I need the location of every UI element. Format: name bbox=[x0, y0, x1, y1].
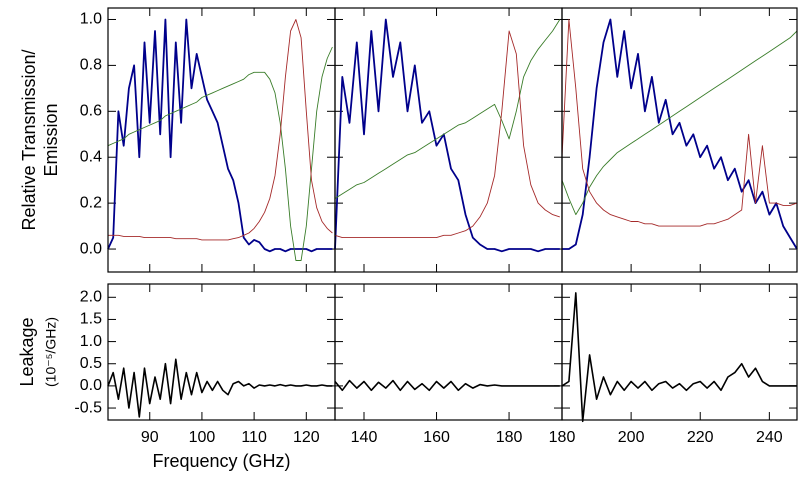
y-axis-label: Relative Transmission/ bbox=[19, 49, 39, 230]
series-line bbox=[107, 18, 333, 253]
series-line bbox=[334, 18, 560, 253]
series-line bbox=[334, 30, 560, 239]
y-tick-label: 0.6 bbox=[80, 103, 102, 120]
x-tick-label: 180 bbox=[549, 429, 576, 446]
panel-frame bbox=[561, 283, 798, 421]
y-tick-label: 0.2 bbox=[80, 194, 102, 211]
y-axis-label: Leakage bbox=[17, 317, 37, 386]
y-tick-label: 0.8 bbox=[80, 57, 102, 74]
x-tick-label: 180 bbox=[496, 429, 523, 446]
y-tick-label: 2.0 bbox=[80, 289, 102, 306]
x-tick-label: 110 bbox=[241, 429, 267, 446]
x-tick-label: 200 bbox=[618, 429, 645, 446]
y-tick-label: 1.0 bbox=[80, 11, 102, 28]
x-tick-label: 140 bbox=[351, 429, 378, 446]
series-line bbox=[334, 379, 560, 392]
y-tick-label: 1.5 bbox=[80, 311, 102, 328]
y-tick-label: 0.4 bbox=[80, 148, 102, 165]
series-line bbox=[562, 18, 798, 250]
x-tick-label: 220 bbox=[687, 429, 714, 446]
x-tick-label: 160 bbox=[423, 429, 450, 446]
panel-frame bbox=[107, 283, 336, 421]
y-tick-label: 0.0 bbox=[80, 377, 102, 394]
series-line bbox=[561, 30, 798, 216]
y-tick-label: 0.0 bbox=[80, 240, 102, 257]
y-axis-units: (10⁻⁵/GHz) bbox=[43, 317, 59, 387]
panel-frame bbox=[561, 7, 798, 273]
series-line bbox=[108, 19, 333, 241]
series-line bbox=[561, 292, 797, 423]
series-line bbox=[107, 358, 333, 418]
series-line bbox=[334, 19, 561, 199]
panel-frame bbox=[334, 283, 563, 421]
x-tick-label: 120 bbox=[293, 429, 320, 446]
y-axis-label: Emission bbox=[41, 103, 61, 176]
x-axis-label: Frequency (GHz) bbox=[152, 451, 290, 471]
y-tick-label: 0.5 bbox=[80, 355, 102, 372]
x-tick-label: 90 bbox=[141, 429, 159, 446]
series-line bbox=[107, 46, 333, 261]
series-line bbox=[561, 19, 798, 227]
x-tick-label: 240 bbox=[756, 429, 783, 446]
x-tick-label: 100 bbox=[189, 429, 216, 446]
y-tick-label: -0.5 bbox=[74, 399, 102, 416]
panel-frame bbox=[334, 7, 563, 273]
y-tick-label: 1.0 bbox=[80, 333, 102, 350]
